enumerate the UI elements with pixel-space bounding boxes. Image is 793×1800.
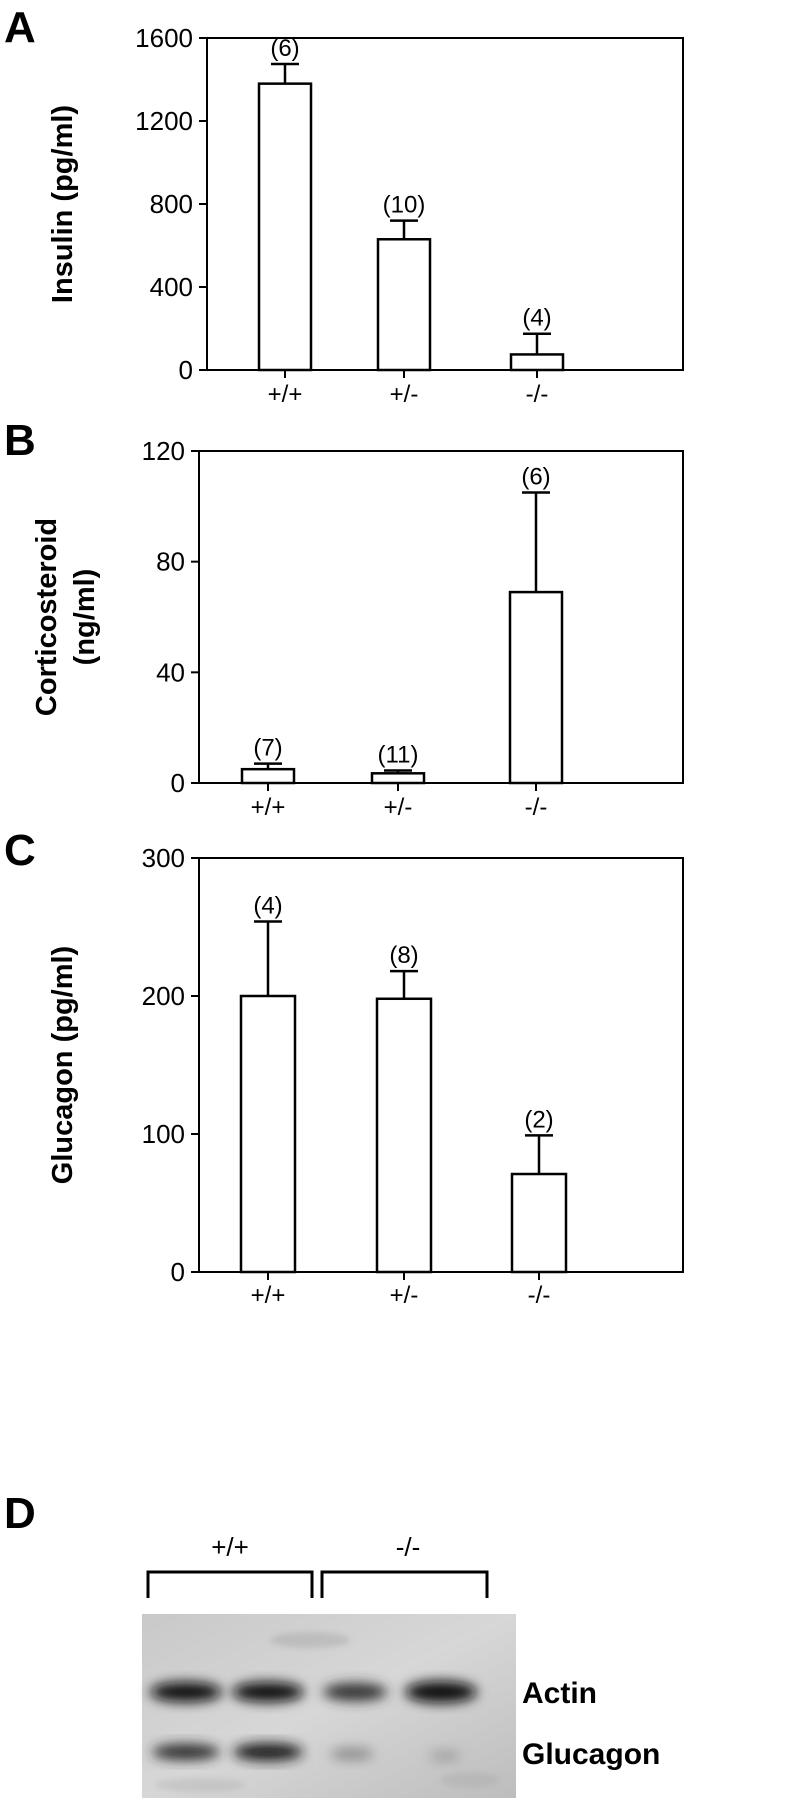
y-axis-label: Insulin (pg/ml) (47, 105, 79, 303)
band-label-actin: Actin (522, 1677, 597, 1710)
genotype-label-wt: +/+ (211, 1532, 249, 1562)
x-category-label: -/- (528, 1282, 551, 1309)
panel-letter-b: B (4, 416, 36, 465)
y-tick-label: 1200 (135, 106, 193, 136)
chart-corticosteroid: 0 40 80 120 Corticosteroid (ng/ml) (7) +/+ (11) +… (31, 436, 684, 821)
y-tick-label: 800 (150, 189, 193, 219)
y-tick-label: 0 (171, 1257, 185, 1287)
y-axis-label: Glucagon (pg/ml) (47, 946, 79, 1184)
panel-letter-d: D (4, 1489, 36, 1538)
y-tick-label: 0 (179, 355, 193, 385)
y-axis-label: Corticosteroid (ng/ml) (31, 518, 101, 716)
y-tick-label: 120 (142, 436, 185, 466)
chart-insulin: 0 400 800 1200 1600 Insulin (pg/ml) (6) +/+ (10)… (47, 23, 684, 408)
y-tick-label: 0 (171, 768, 185, 798)
n-label: (11) (378, 742, 419, 769)
band-label-glucagon: Glucagon (522, 1738, 660, 1771)
n-label: (4) (522, 305, 551, 332)
x-category-label: +/+ (251, 1282, 286, 1309)
y-tick-label: 80 (156, 547, 185, 577)
bar (508, 590, 564, 785)
genotype-label-ko: -/- (396, 1532, 421, 1562)
bar (375, 997, 433, 1274)
bar (239, 994, 297, 1274)
x-category-label: +/+ (251, 794, 286, 821)
x-category-label: -/- (525, 794, 548, 821)
bar (370, 772, 426, 785)
y-tick-label: 200 (142, 981, 185, 1011)
n-label: (4) (253, 892, 282, 919)
blot-background-speckle (155, 1632, 500, 1792)
n-label: (8) (389, 942, 418, 969)
panel-letter-a: A (4, 3, 36, 52)
y-tick-label: 300 (142, 843, 185, 873)
plot-frame (198, 857, 684, 1273)
n-label: (7) (253, 735, 282, 762)
y-tick-label: 1600 (135, 23, 193, 53)
plot-frame (198, 450, 684, 784)
bar (376, 238, 432, 372)
n-label: (6) (270, 35, 299, 62)
actin-bands (150, 1681, 477, 1703)
bar (510, 1172, 568, 1274)
x-category-label: -/- (526, 381, 549, 408)
y-tick-label: 40 (156, 657, 185, 687)
bar (509, 353, 565, 372)
x-category-label: +/+ (268, 381, 303, 408)
y-tick-label: 400 (150, 272, 193, 302)
blot-panel: +/+ -/- Actin Glucagon (142, 1532, 660, 1798)
bar (240, 767, 296, 785)
x-category-label: +/- (390, 381, 419, 408)
bar (257, 82, 313, 372)
chart-glucagon: 0 100 200 300 Glucagon (pg/ml) (4) +/+ (8) +/- (2… (47, 843, 684, 1309)
n-label: (6) (521, 464, 550, 491)
bracket-ko (320, 1570, 489, 1598)
bracket-wt (146, 1570, 314, 1598)
n-label: (2) (524, 1106, 553, 1133)
panel-letter-c: C (4, 826, 36, 875)
n-label: (10) (383, 192, 426, 219)
x-category-label: +/- (390, 1282, 419, 1309)
x-category-label: +/- (384, 794, 413, 821)
glucagon-bands (152, 1743, 461, 1761)
y-tick-label: 100 (142, 1119, 185, 1149)
